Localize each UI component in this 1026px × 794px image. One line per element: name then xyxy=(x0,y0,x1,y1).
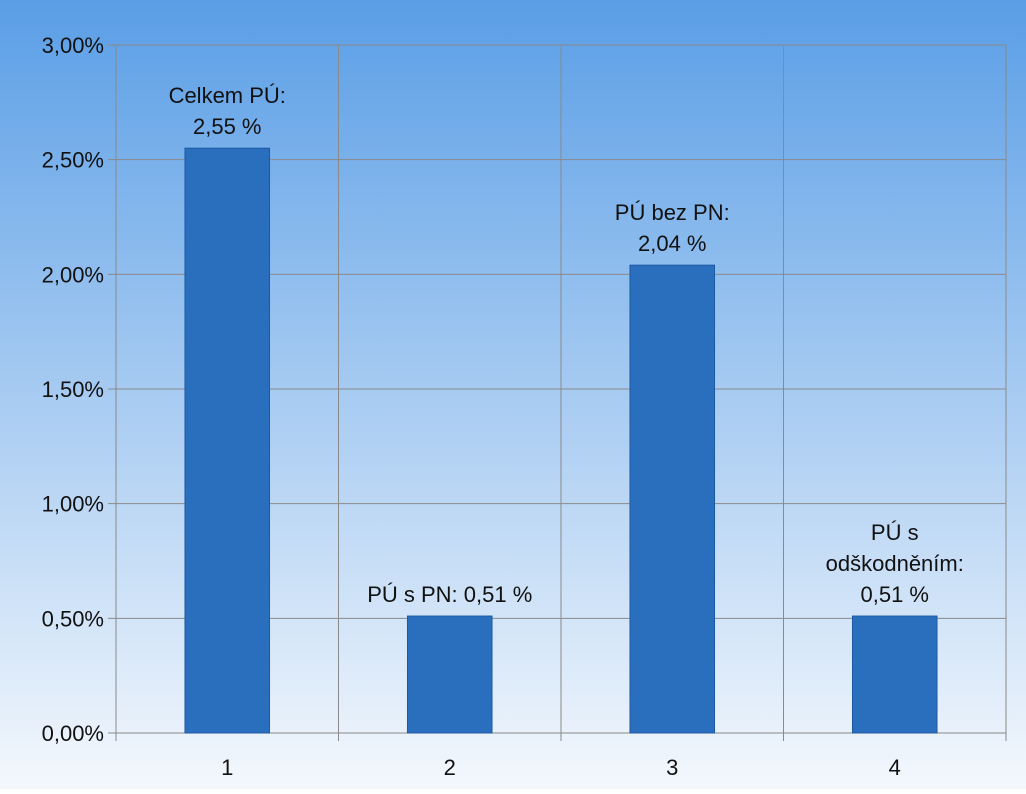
data-label: 0,51 % xyxy=(861,582,930,607)
y-tick-label: 2,00% xyxy=(42,262,104,287)
y-tick-label: 1,00% xyxy=(42,492,104,517)
y-tick-label: 3,00% xyxy=(42,33,104,58)
y-axis-ticks: 0,00% 0,50% 1,00% 1,50% 2,00% 2,50% 3,00% xyxy=(42,33,104,746)
x-tick-label: 2 xyxy=(444,755,456,780)
bar xyxy=(851,615,938,734)
data-label: 2,55 % xyxy=(193,114,262,139)
data-label: 2,04 % xyxy=(638,231,707,256)
x-tick-label: 4 xyxy=(889,755,901,780)
bar xyxy=(406,615,493,734)
y-tick-label: 2,50% xyxy=(42,148,104,173)
y-tick-label: 0,00% xyxy=(42,721,104,746)
bar xyxy=(629,264,716,734)
bars xyxy=(184,147,938,734)
data-label: PÚ s PN: 0,51 % xyxy=(367,582,532,607)
data-label: Celkem PÚ: xyxy=(169,83,286,108)
data-label: odškodněním: xyxy=(826,551,964,576)
x-axis-ticks: 1 2 3 4 xyxy=(221,755,901,780)
data-label: PÚ s xyxy=(871,520,919,545)
data-labels: Celkem PÚ: 2,55 % PÚ s PN: 0,51 % PÚ bez PN… xyxy=(169,83,964,607)
data-label: PÚ bez PN: xyxy=(615,200,730,225)
x-tick-label: 1 xyxy=(221,755,233,780)
y-tick-label: 1,50% xyxy=(42,377,104,402)
bar xyxy=(184,147,271,734)
x-tick-label: 3 xyxy=(666,755,678,780)
y-tick-label: 0,50% xyxy=(42,606,104,631)
